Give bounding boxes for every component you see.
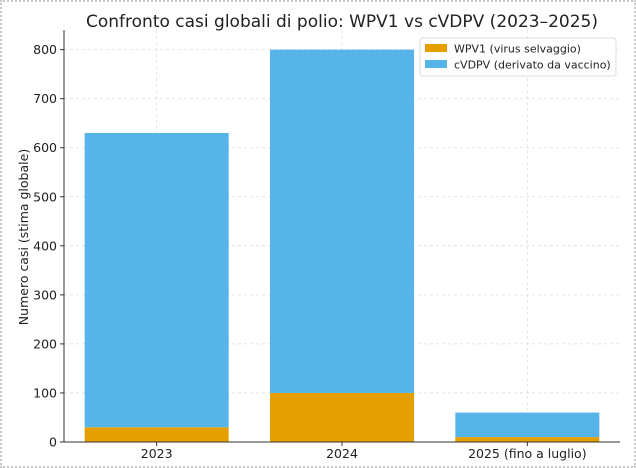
y-tick-label: 500: [33, 189, 57, 204]
y-tick-label: 100: [33, 385, 57, 400]
bars: [84, 49, 600, 442]
legend: WPV1 (virus selvaggio) cVDPV (derivato da…: [419, 37, 617, 77]
axes: 0 100 200 300 400 500 600 700 800 2023 2024 2025 (f…: [33, 30, 620, 461]
y-tick-label: 600: [33, 140, 57, 155]
y-tick-label: 300: [33, 287, 57, 302]
bar-wpv1-2: [455, 437, 600, 442]
bar-cvdpv-2: [455, 412, 600, 438]
bar-wpv1-1: [270, 392, 414, 442]
bar-cvdpv-1: [270, 49, 414, 393]
legend-label: cVDPV (derivato da vaccino): [454, 59, 611, 72]
bar-wpv1-0: [84, 427, 229, 442]
legend-label: WPV1 (virus selvaggio): [454, 43, 581, 56]
x-tick-label: 2023: [141, 446, 173, 461]
y-tick-label: 400: [33, 238, 57, 253]
y-tick-label: 700: [33, 91, 57, 106]
x-tick-label: 2025 (fino a luglio): [468, 446, 587, 461]
legend-box: [419, 37, 617, 77]
bar-cvdpv-0: [84, 133, 229, 428]
y-tick-label: 0: [49, 435, 57, 450]
y-tick-label: 800: [33, 42, 57, 57]
legend-swatch: [425, 60, 447, 68]
y-tick-label: 200: [33, 336, 57, 351]
legend-swatch: [425, 44, 447, 52]
x-tick-label: 2024: [326, 446, 358, 461]
y-axis-label: Numero casi (stima globale): [16, 149, 31, 325]
chart-title: Confronto casi globali di polio: WPV1 vs…: [86, 12, 598, 32]
